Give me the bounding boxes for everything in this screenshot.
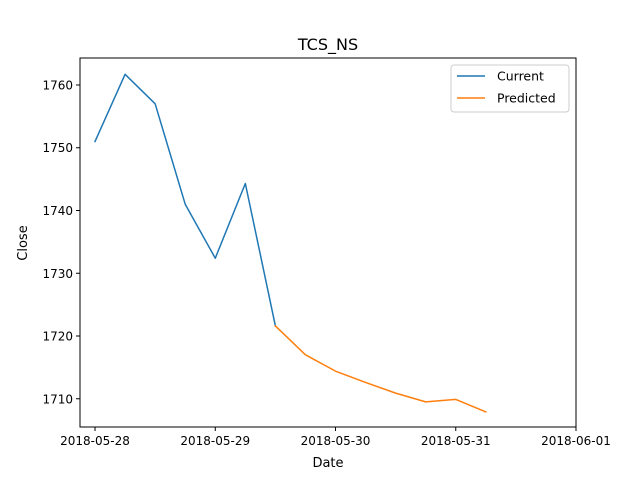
chart-title: TCS_NS (297, 35, 358, 55)
y-axis-label: Close (16, 225, 31, 260)
legend-label-predicted: Predicted (497, 91, 556, 106)
series-line-current (94, 73, 277, 327)
x-axis: 2018-05-28 2018-05-29 2018-05-30 2018-05-31… (60, 427, 611, 448)
x-tick-label: 2018-05-31 (421, 434, 491, 448)
x-tick-label: 2018-06-01 (541, 434, 611, 448)
y-tick-label: 1710 (42, 392, 73, 406)
legend-label-current: Current (497, 69, 544, 84)
y-tick-label: 1720 (42, 330, 73, 344)
y-axis: 1710 1720 1730 1740 1750 1760 (42, 78, 80, 406)
x-tick-label: 2018-05-29 (180, 434, 250, 448)
x-tick-label: 2018-05-30 (301, 434, 371, 448)
axes-frame (79, 57, 577, 428)
x-tick-label: 2018-05-28 (60, 434, 130, 448)
x-axis-label: Date (312, 456, 343, 471)
y-tick-label: 1740 (42, 204, 73, 218)
plot-area (94, 73, 487, 413)
y-tick-label: 1760 (42, 78, 73, 92)
y-tick-label: 1750 (42, 141, 73, 155)
legend: Current Predicted (450, 64, 570, 113)
y-tick-label: 1730 (42, 267, 73, 281)
series-line-predicted (274, 324, 487, 413)
